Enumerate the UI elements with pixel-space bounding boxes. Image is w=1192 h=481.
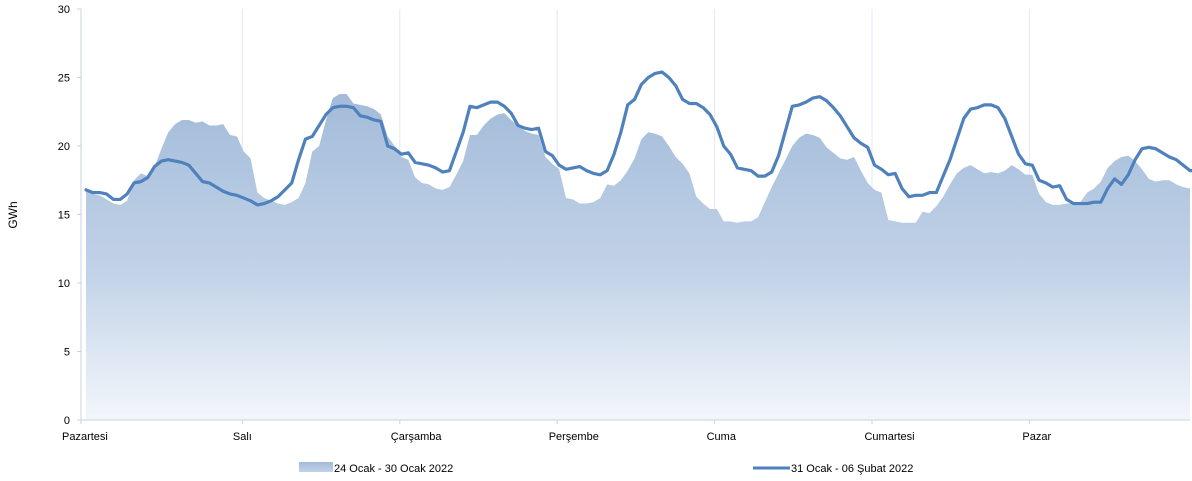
legend-item-line: 31 Ocak - 06 Şubat 2022 [753,463,913,475]
x-tick-label: Perşembe [549,431,599,443]
x-tick-labels: Pazartesi Salı Çarşamba Perşembe Cuma Cumarte… [62,420,1051,443]
x-tick-label: Çarşamba [391,431,443,443]
y-tick-labels: 0 5 10 15 20 25 30 [58,4,81,427]
legend-label-area: 24 Ocak - 30 Ocak 2022 [334,463,453,475]
x-tick-label: Pazar [1022,431,1051,443]
area-series-path [86,93,1190,420]
x-tick-label: Cumartesi [864,431,914,443]
legend: 24 Ocak - 30 Ocak 2022 31 Ocak - 06 Şuba… [299,462,913,475]
y-tick-label: 15 [58,210,70,222]
y-axis-title: GWh [6,201,20,228]
y-tick-label: 25 [58,73,70,85]
line-series [84,70,1192,207]
line-series-path [84,70,1192,207]
legend-label-line: 31 Ocak - 06 Şubat 2022 [791,463,913,475]
legend-swatch-area [299,462,333,472]
y-tick-label: 0 [64,415,70,427]
y-tick-label: 30 [58,4,70,16]
x-tick-label: Cuma [707,431,737,443]
x-tick-label: Salı [233,431,252,443]
legend-item-area: 24 Ocak - 30 Ocak 2022 [299,462,453,475]
y-tick-label: 5 [64,347,70,359]
y-tick-label: 10 [58,278,70,290]
y-tick-label: 20 [58,141,70,153]
x-tick-label: Pazartesi [62,431,108,443]
area-series [86,93,1190,420]
